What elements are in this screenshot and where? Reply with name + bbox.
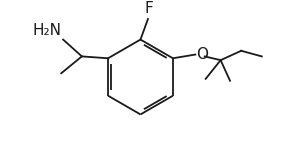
Text: O: O bbox=[196, 47, 208, 62]
Text: H₂N: H₂N bbox=[32, 23, 61, 38]
Text: F: F bbox=[145, 1, 153, 16]
